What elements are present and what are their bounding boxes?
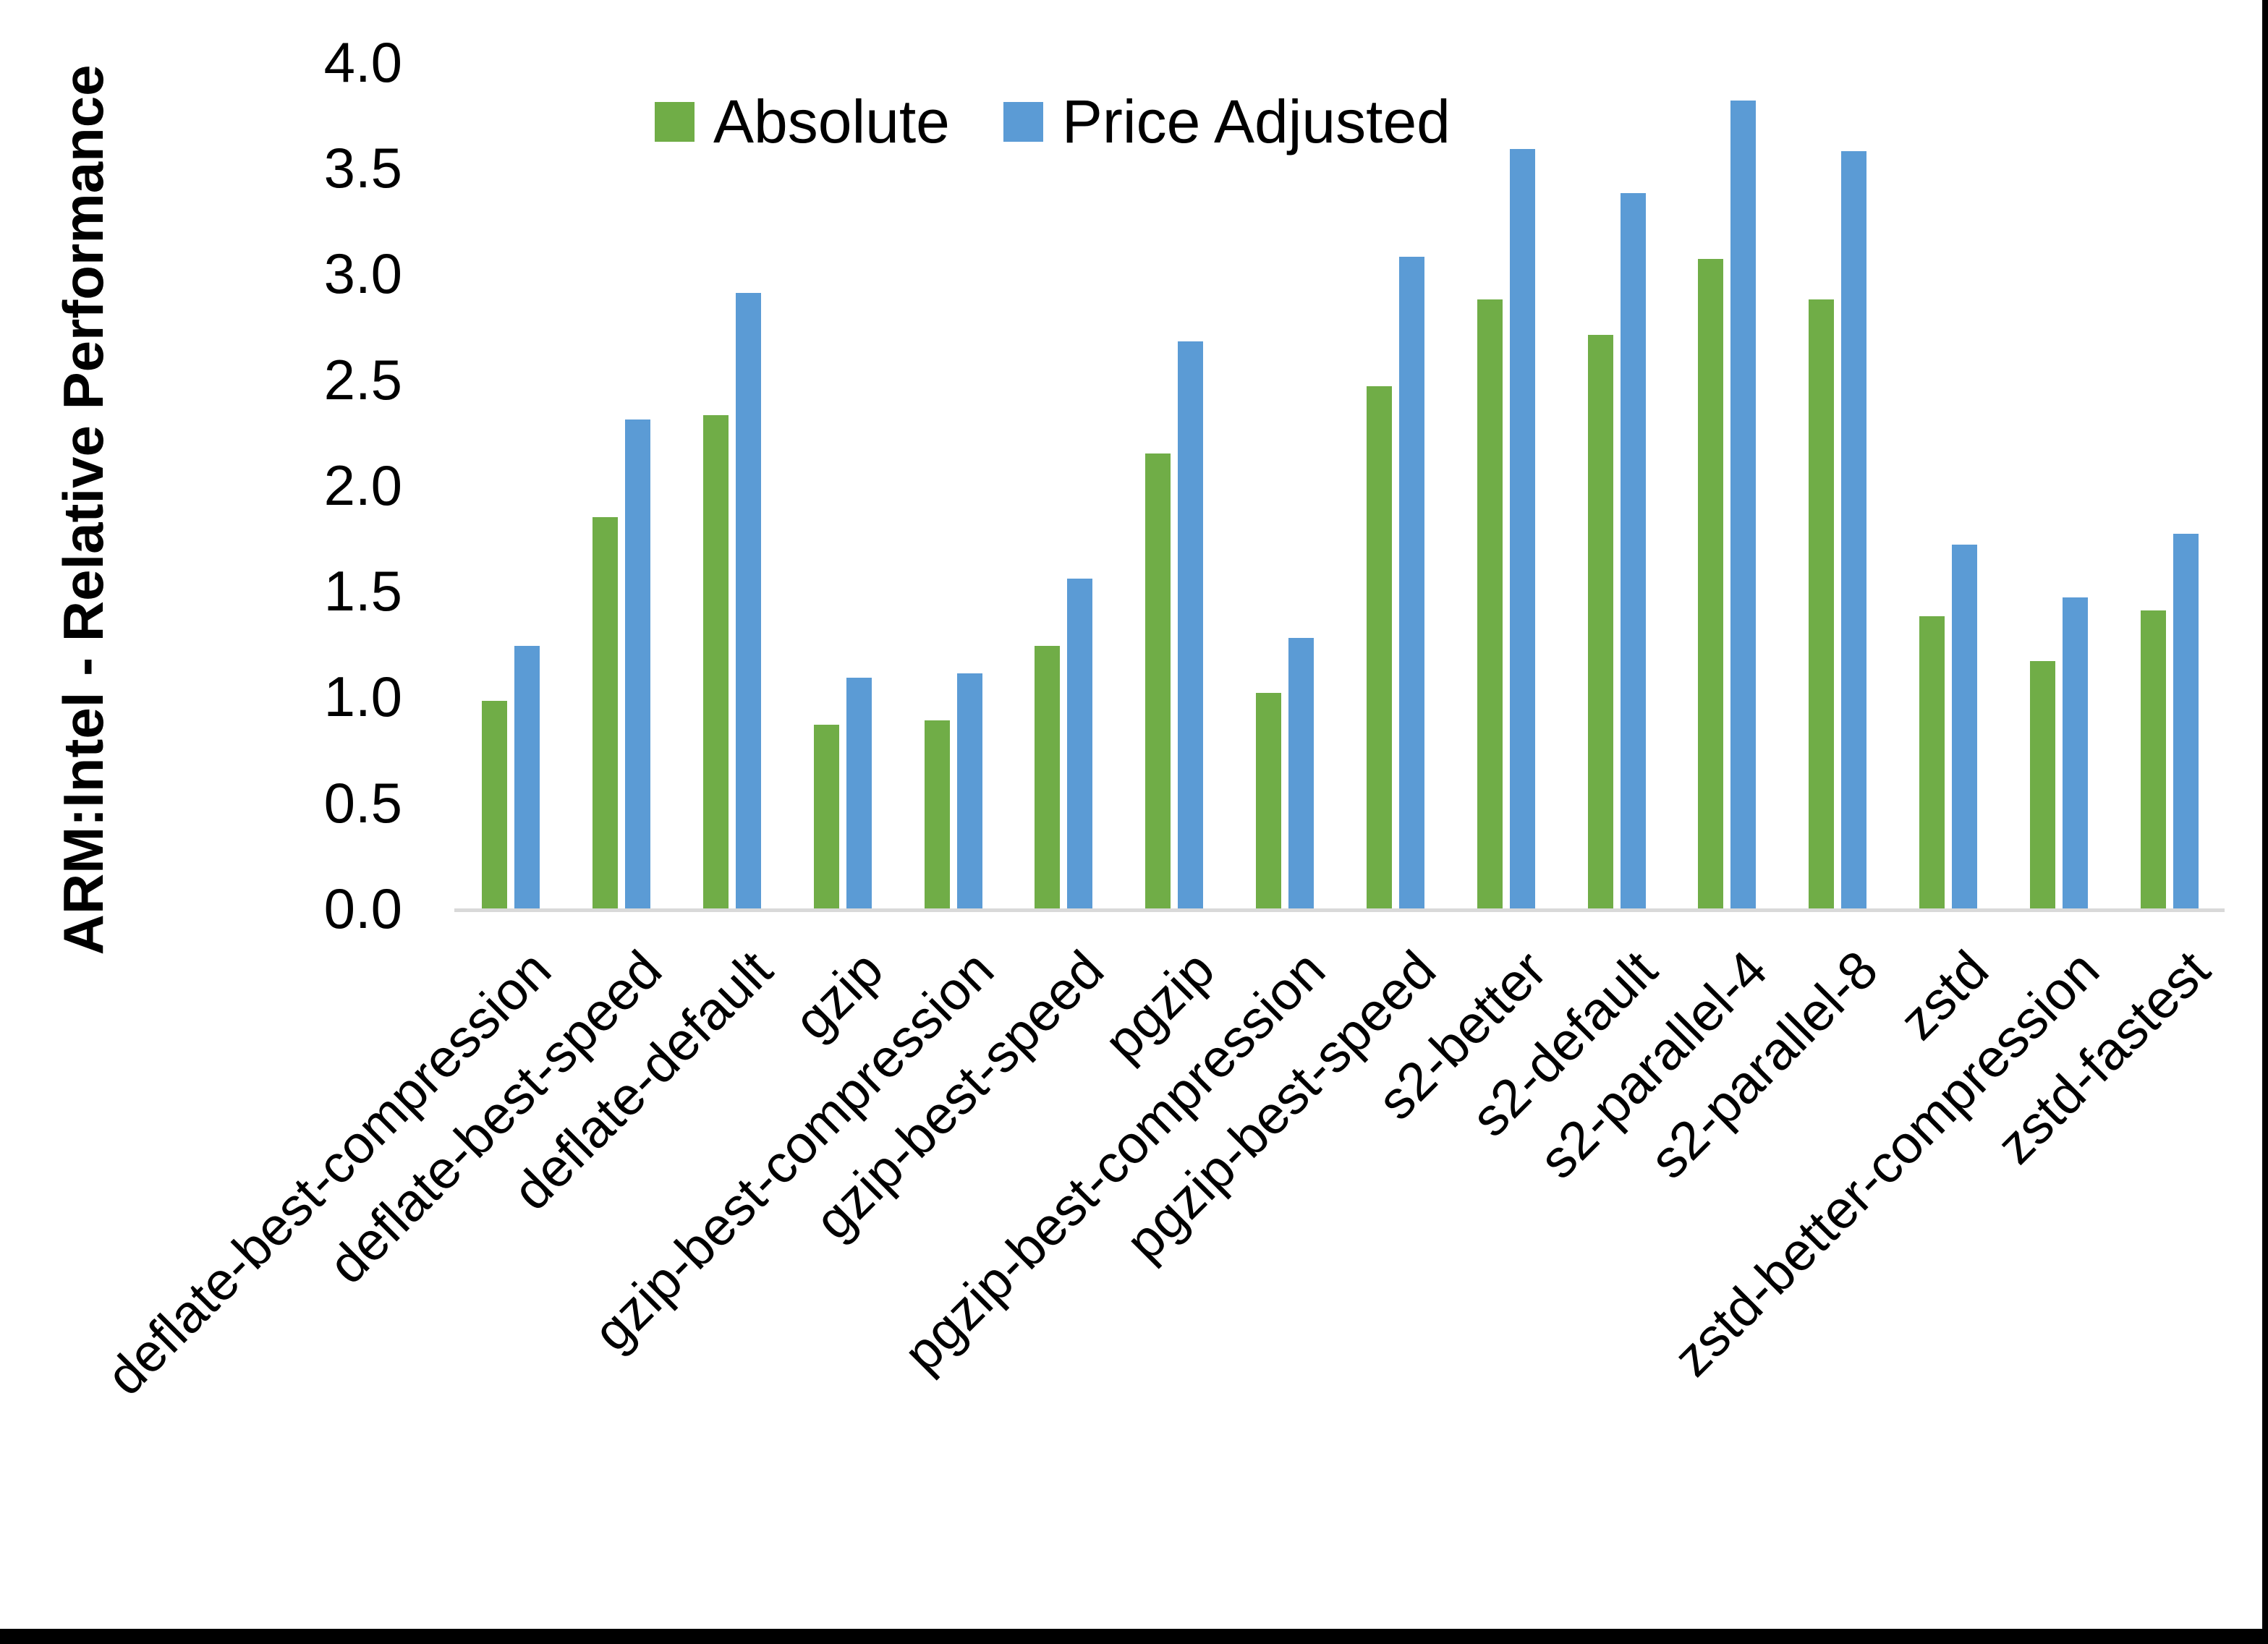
bar-price-adjusted-gzip-best-speed <box>1067 579 1092 908</box>
bar-absolute-pgzip-best-speed <box>1367 386 1392 908</box>
x-tick-label-deflate-best-compression: deflate-best-compression <box>94 939 563 1407</box>
bar-absolute-gzip-best-speed <box>1035 646 1060 908</box>
bar-price-adjusted-s2-better <box>1510 149 1535 908</box>
bar-price-adjusted-gzip-best-compression <box>957 673 982 908</box>
bar-price-adjusted-s2-parallel-4 <box>1730 101 1756 908</box>
bar-price-adjusted-deflate-best-speed <box>625 419 650 908</box>
bar-price-adjusted-zstd-better-compression <box>2063 597 2088 908</box>
y-tick-label: 3.5 <box>323 136 402 200</box>
bar-price-adjusted-pgzip <box>1178 341 1203 908</box>
legend: Absolute Price Adjusted <box>655 91 1451 152</box>
bar-price-adjusted-zstd-fastest <box>2173 534 2199 908</box>
bar-absolute-gzip-best-compression <box>925 720 950 908</box>
y-tick-label: 3.0 <box>323 242 402 305</box>
bar-absolute-s2-parallel-4 <box>1698 259 1723 908</box>
legend-swatch-icon <box>655 101 695 142</box>
legend-label: Absolute <box>713 88 950 156</box>
y-tick-label: 1.5 <box>323 559 402 623</box>
bar-absolute-s2-default <box>1588 335 1613 908</box>
y-tick-label: 2.5 <box>323 348 402 412</box>
bar-absolute-pgzip <box>1145 453 1171 908</box>
bar-price-adjusted-deflate-best-compression <box>514 646 540 908</box>
bar-price-adjusted-zstd <box>1952 545 1977 908</box>
bar-absolute-gzip <box>814 725 839 908</box>
bar-absolute-deflate-default <box>703 415 729 908</box>
y-tick-label: 1.0 <box>323 665 402 728</box>
bar-price-adjusted-pgzip-best-speed <box>1399 257 1424 908</box>
y-tick-label: 4.0 <box>323 30 402 94</box>
bar-price-adjusted-pgzip-best-compression <box>1288 638 1314 908</box>
y-tick-label: 2.0 <box>323 453 402 517</box>
legend-item-absolute: Absolute <box>655 91 950 152</box>
bar-price-adjusted-s2-parallel-8 <box>1841 151 1866 908</box>
bar-absolute-zstd <box>1919 616 1945 908</box>
bar-absolute-zstd-better-compression <box>2030 661 2055 908</box>
bar-absolute-s2-parallel-8 <box>1809 299 1834 908</box>
legend-label: Price Adjusted <box>1061 88 1451 156</box>
bar-absolute-s2-better <box>1477 299 1503 908</box>
bar-price-adjusted-s2-default <box>1621 193 1646 908</box>
bar-price-adjusted-deflate-default <box>736 293 761 908</box>
bar-absolute-deflate-best-compression <box>482 701 507 908</box>
bar-absolute-pgzip-best-compression <box>1256 693 1281 908</box>
y-axis-title: ARM:Intel - Relative Performance <box>51 64 115 955</box>
legend-swatch-icon <box>1003 101 1043 142</box>
legend-item-price-adjusted: Price Adjusted <box>1003 91 1451 152</box>
bar-price-adjusted-gzip <box>846 678 872 908</box>
bar-absolute-deflate-best-speed <box>593 517 618 908</box>
y-tick-label: 0.5 <box>323 771 402 835</box>
y-tick-label: 0.0 <box>323 877 402 940</box>
x-axis-line <box>454 908 2225 912</box>
bar-absolute-zstd-fastest <box>2141 610 2166 908</box>
